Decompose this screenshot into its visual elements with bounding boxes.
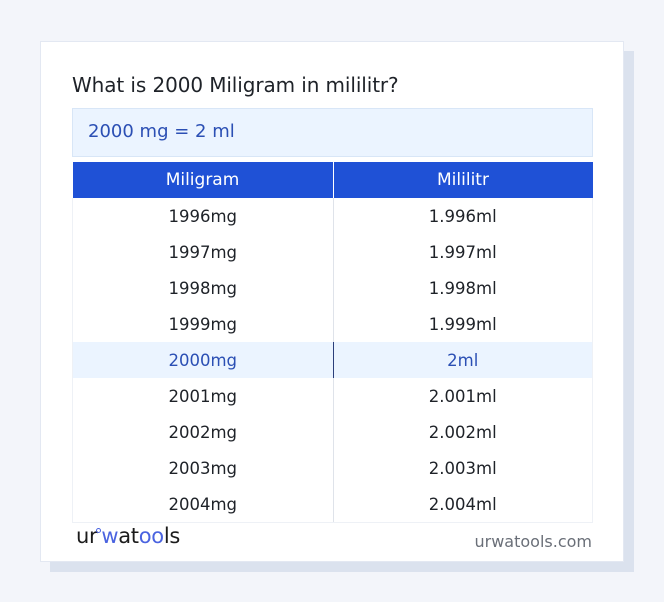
cell-ml: 2.002ml: [333, 414, 593, 450]
cell-mg: 1997mg: [72, 234, 334, 270]
cell-ml: 2.001ml: [333, 378, 593, 414]
table-row: 1997mg 1.997ml: [72, 234, 593, 270]
logo-text-ur: ur: [76, 524, 98, 548]
cell-ml: 2ml: [333, 342, 593, 378]
table-row: 2001mg 2.001ml: [72, 378, 593, 414]
cell-mg: 2000mg: [72, 342, 334, 378]
table-row: 2002mg 2.002ml: [72, 414, 593, 450]
logo-text-at: at: [118, 524, 139, 548]
cell-ml: 2.004ml: [333, 486, 593, 523]
cell-ml: 2.003ml: [333, 450, 593, 486]
cell-mg: 1999mg: [72, 306, 334, 342]
site-url: urwatools.com: [474, 532, 593, 551]
table-row: 2004mg 2.004ml: [72, 486, 593, 523]
cell-mg: 2002mg: [72, 414, 334, 450]
cell-ml: 1.998ml: [333, 270, 593, 306]
urwatools-logo: ur watools: [76, 524, 180, 548]
table-row-highlighted: 2000mg 2ml: [72, 342, 593, 378]
cell-ml: 1.996ml: [333, 198, 593, 234]
cell-mg: 2001mg: [72, 378, 334, 414]
logo-text-w: w: [101, 524, 119, 548]
logo-text-oo: oo: [138, 524, 164, 548]
cell-mg: 2004mg: [72, 486, 334, 523]
result-box: 2000 mg = 2 ml: [72, 108, 593, 157]
cell-mg: 2003mg: [72, 450, 334, 486]
conversion-table: Miligram Mililitr 1996mg 1.996ml 1997mg …: [72, 162, 593, 523]
logo-text-ls: ls: [163, 524, 181, 548]
cell-ml: 1.997ml: [333, 234, 593, 270]
table-header-row: Miligram Mililitr: [72, 162, 593, 198]
header-mililitr: Mililitr: [333, 162, 593, 198]
logo-dot-icon: [96, 528, 102, 533]
header-miligram: Miligram: [72, 162, 334, 198]
cell-mg: 1996mg: [72, 198, 334, 234]
result-text: 2000 mg = 2 ml: [88, 121, 235, 142]
conversion-card: What is 2000 Miligram in mililitr? 2000 …: [40, 41, 624, 562]
page-title: What is 2000 Miligram in mililitr?: [72, 73, 399, 97]
table-row: 1996mg 1.996ml: [72, 198, 593, 234]
cell-mg: 1998mg: [72, 270, 334, 306]
table-row: 1999mg 1.999ml: [72, 306, 593, 342]
table-row: 1998mg 1.998ml: [72, 270, 593, 306]
cell-ml: 1.999ml: [333, 306, 593, 342]
table-row: 2003mg 2.003ml: [72, 450, 593, 486]
